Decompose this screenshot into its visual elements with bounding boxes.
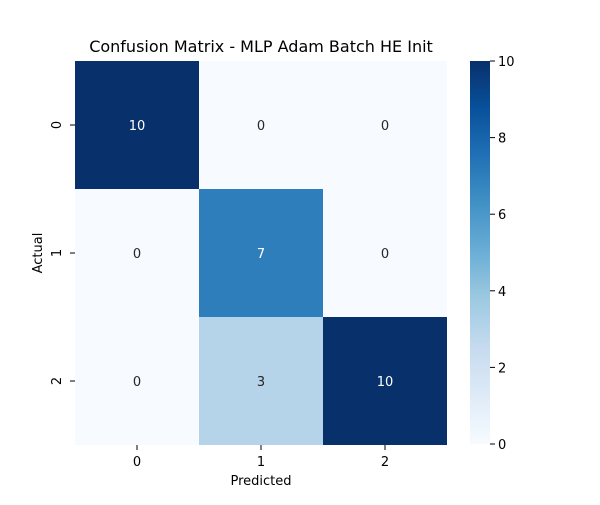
colorbar-tick-label-4: 4 [498, 285, 506, 300]
cell-value-r0-c0: 10 [129, 119, 146, 134]
heatmap-cell-r2-c2 [323, 317, 447, 445]
cell-value-r2-c1: 3 [257, 375, 265, 390]
x-tick-label-0: 0 [133, 455, 141, 470]
x-axis-ticks: 0 1 2 [133, 445, 389, 470]
cell-value-r1-c1: 7 [257, 247, 265, 262]
cell-value-r1-c2: 0 [381, 247, 389, 262]
cell-value-r0-c2: 0 [381, 119, 389, 134]
heatmap-cell-r0-c2 [323, 61, 447, 189]
colorbar-tick-label-2: 2 [498, 361, 506, 376]
heatmap-cell-r1-c1 [199, 189, 323, 317]
x-axis-label: Predicted [230, 474, 291, 489]
chart-title: Confusion Matrix - MLP Adam Batch HE Ini… [89, 37, 433, 56]
heatmap-cell-r1-c0 [75, 189, 199, 317]
heatmap-cell-r0-c1 [199, 61, 323, 189]
colorbar [470, 61, 490, 444]
cell-value-r2-c2: 10 [377, 375, 394, 390]
cell-value-r2-c0: 0 [133, 375, 141, 390]
x-tick-label-1: 1 [257, 455, 265, 470]
heatmap-cell-r1-c2 [323, 189, 447, 317]
colorbar-tick-label-10: 10 [498, 55, 515, 70]
colorbar-tick-label-6: 6 [498, 208, 506, 223]
heatmap-cell-labels: 10 0 0 0 7 0 0 3 10 [129, 119, 394, 390]
y-axis-ticks: 0 1 2 [50, 121, 75, 385]
colorbar-tick-label-0: 0 [498, 438, 506, 453]
y-tick-label-0: 0 [50, 121, 65, 129]
y-tick-label-1: 1 [50, 249, 65, 257]
heatmap-cell-r2-c1 [199, 317, 323, 445]
heatmap-cell-r0-c0 [75, 61, 199, 189]
colorbar-tick-label-8: 8 [498, 132, 506, 147]
cell-value-r0-c1: 0 [257, 119, 265, 134]
heatmap-cells [75, 61, 447, 445]
x-tick-label-2: 2 [381, 455, 389, 470]
y-tick-label-2: 2 [50, 377, 65, 385]
y-axis-label: Actual [31, 233, 46, 274]
heatmap-cell-r2-c0 [75, 317, 199, 445]
colorbar-ticks: 0 2 4 6 8 10 [490, 55, 515, 453]
cell-value-r1-c0: 0 [133, 247, 141, 262]
